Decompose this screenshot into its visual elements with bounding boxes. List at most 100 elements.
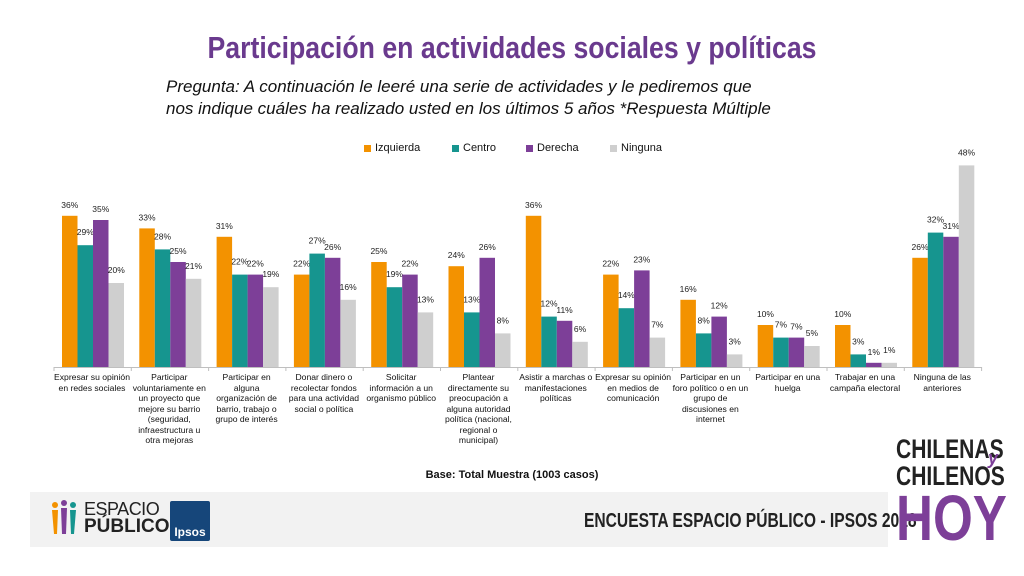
legend-swatch (526, 144, 533, 152)
bar-centro (773, 337, 789, 367)
data-label: 48% (958, 147, 975, 157)
data-label: 16% (680, 284, 697, 294)
category-label: Participar en una huelga (755, 372, 821, 393)
legend-swatch (452, 144, 459, 152)
bar-derecha (556, 320, 573, 367)
data-label: 26% (479, 242, 496, 252)
data-label: 27% (309, 236, 326, 246)
legend-item-centro: Centro (452, 142, 496, 154)
data-label: 7% (651, 320, 664, 330)
data-label: 23% (633, 254, 650, 264)
bar-ninguna (495, 333, 511, 367)
bar-izquierda (448, 266, 464, 367)
category-label: Plantear directamente su preocupación a … (445, 372, 512, 445)
bar-izquierda (835, 325, 851, 367)
category-label: Ninguna de las anteriores (913, 372, 971, 393)
data-label: 5% (806, 328, 819, 338)
bar-izquierda (62, 215, 78, 367)
bar-derecha (788, 337, 805, 367)
survey-title: ENCUESTA ESPACIO PÚBLICO - IPSOS 2018 (584, 510, 917, 532)
data-label: 29% (77, 227, 94, 237)
bar-izquierda (912, 257, 928, 367)
bar-derecha (711, 316, 727, 367)
bar-derecha (93, 220, 109, 367)
question-text: Pregunta: A continuación le leeré una se… (166, 76, 926, 120)
data-label: 28% (154, 231, 171, 241)
category-label: Trabajar en una campaña electoral (829, 372, 901, 393)
bar-derecha (866, 362, 882, 367)
espacio-text: ESPACIO (84, 499, 160, 519)
data-label: 11% (556, 305, 573, 315)
bar-ninguna (417, 312, 434, 367)
legend-label: Centro (463, 142, 497, 154)
data-label: 31% (216, 221, 233, 231)
bar-centro (850, 354, 866, 367)
data-label: 26% (324, 242, 341, 252)
brand-line-3: HOY (896, 482, 1007, 554)
data-label: 25% (370, 246, 387, 256)
data-label: 10% (757, 309, 774, 319)
data-label: 16% (340, 282, 357, 292)
data-label: 33% (139, 212, 156, 222)
legend-label: Izquierda (375, 142, 421, 154)
data-label: 3% (852, 336, 865, 346)
data-label: 20% (108, 265, 125, 275)
data-label: 19% (262, 269, 279, 279)
data-label: 14% (618, 290, 635, 300)
category-label: Solicitar información a un organismo púb… (366, 372, 437, 403)
bar-izquierda (603, 274, 619, 367)
brand-line-2: CHILENOS (896, 461, 1005, 491)
bar-centro (77, 245, 93, 367)
data-label: 12% (541, 299, 558, 309)
data-label: 24% (448, 250, 465, 260)
bar-izquierda (525, 215, 542, 367)
data-label: 22% (401, 259, 418, 269)
data-label: 1% (883, 345, 896, 355)
bar-derecha (247, 274, 264, 367)
ipsos-logo: Ipsos (170, 501, 210, 541)
bar-izquierda (216, 236, 233, 367)
question-line-1: Pregunta: A continuación le leeré una se… (166, 77, 752, 96)
data-label: 35% (92, 204, 109, 214)
bar-ninguna (804, 346, 820, 367)
bar-ninguna (572, 341, 588, 367)
data-label: 13% (463, 294, 480, 304)
legend-label: Ninguna (621, 142, 662, 154)
espacio-publico-icon (52, 500, 76, 534)
data-label: 26% (912, 242, 929, 252)
bar-derecha (170, 262, 186, 367)
bar-derecha (479, 257, 495, 367)
category-label: Expresar su opinión en redes sociales (54, 372, 130, 393)
category-label: Participar en un foro político o en un g… (672, 372, 749, 424)
data-label: 25% (170, 246, 187, 256)
data-label: 36% (61, 200, 78, 210)
data-label: 32% (927, 215, 944, 225)
data-label: 1% (868, 347, 881, 357)
legend-item-derecha: Derecha (526, 142, 579, 154)
legend-swatch (364, 144, 371, 152)
bar-izquierda (371, 262, 387, 367)
bar-centro (309, 253, 325, 367)
data-label: 8% (497, 315, 510, 325)
bar-ninguna (263, 287, 279, 367)
brand-y: y (988, 448, 999, 468)
category-label: Donar dinero o recolectar fondos para un… (288, 372, 359, 414)
data-label: 7% (790, 322, 803, 332)
chart-title: Participación en actividades sociales y … (207, 30, 817, 65)
category-label: Expresar su opinión en medios de comunic… (595, 372, 672, 403)
data-label: 36% (525, 200, 542, 210)
bar-ninguna (726, 354, 743, 367)
publico-text: PÚBLICO (84, 516, 170, 537)
bar-centro (154, 249, 171, 367)
data-label: 31% (943, 221, 960, 231)
bar-derecha (324, 257, 341, 367)
data-label: 6% (574, 324, 587, 334)
bar-ninguna (185, 278, 202, 367)
bar-centro (927, 232, 944, 367)
bar-izquierda (680, 299, 696, 367)
category-label: Asistir a marchas o manifestaciones polí… (519, 372, 593, 403)
bar-ninguna (108, 283, 124, 367)
data-label: 8% (698, 315, 711, 325)
data-label: 10% (834, 309, 851, 319)
data-label: 19% (386, 269, 403, 279)
